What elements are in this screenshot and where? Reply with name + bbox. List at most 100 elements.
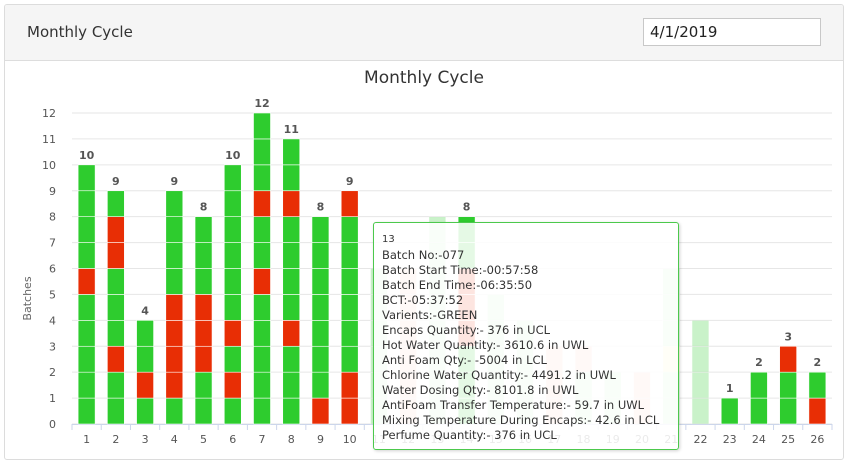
bar-segment (136, 371, 154, 399)
bar-segment (165, 190, 184, 217)
bar-segment (223, 164, 242, 192)
bar-segment (253, 294, 271, 321)
bar-segment (194, 242, 213, 269)
data-label: 9 (346, 175, 354, 188)
tooltip-line: Hot Water Quantity:- 3610.6 in UWL (382, 338, 589, 352)
bar-segment (107, 294, 125, 321)
bar-segment (107, 190, 125, 217)
bar-segment (165, 216, 184, 243)
bar-segment (223, 242, 242, 269)
data-label: 12 (254, 97, 269, 110)
data-label: 3 (784, 330, 792, 343)
bar-segment (282, 268, 301, 295)
bar-segment (282, 371, 301, 399)
y-tick-label: 8 (49, 211, 56, 224)
tooltip-line: Anti Foam Qty:- -5004 in LCL (382, 353, 547, 367)
tooltip-line: Batch No:-077 (382, 248, 465, 262)
x-tick-label: 4 (171, 433, 178, 446)
tooltip-line: BCT:-05:37:52 (382, 293, 464, 307)
bar-segment (194, 268, 213, 295)
bar-segment (311, 397, 330, 425)
tooltip-header: 13 (382, 234, 395, 245)
bar-segment (253, 112, 271, 140)
bar-segment (691, 345, 710, 373)
bar-segment (311, 345, 330, 373)
bar-segment (77, 164, 96, 192)
x-tick-label: 26 (810, 433, 824, 446)
data-label: 11 (284, 123, 299, 136)
bar-segment (165, 320, 184, 347)
y-tick-label: 1 (49, 392, 56, 405)
x-tick-label: 23 (723, 433, 737, 446)
bar-segment (253, 216, 271, 243)
tooltip-line: Encaps Quantity:- 376 in UCL (382, 323, 551, 337)
bar-segment (136, 345, 154, 373)
bar-segment (340, 242, 359, 269)
y-tick-label: 9 (49, 185, 56, 198)
data-label: 1 (726, 382, 734, 395)
bar-segment (253, 138, 271, 166)
y-tick-label: 11 (42, 133, 56, 146)
bar-segment (253, 371, 271, 399)
bar-segment (77, 242, 96, 269)
bar-segment (223, 320, 242, 347)
bar-segment (311, 294, 330, 321)
bar-segment (282, 190, 301, 217)
bar-segment (77, 345, 96, 373)
bar-segment (311, 216, 330, 243)
y-axis-label: Batches (21, 276, 34, 320)
x-tick-label: 5 (200, 433, 207, 446)
bar-segment (691, 397, 710, 425)
bar-segment (107, 216, 125, 243)
bar-segment (165, 294, 184, 321)
bar-segment (340, 190, 359, 217)
date-input[interactable] (643, 18, 821, 46)
bar-segment (194, 397, 213, 425)
x-tick-label: 25 (781, 433, 795, 446)
x-tick-label: 10 (343, 433, 357, 446)
tooltip-line: Mixing Temperature During Encaps:- 42.6 … (382, 413, 660, 427)
bar-segment (165, 345, 184, 373)
bar-segment (311, 242, 330, 269)
data-label: 2 (755, 356, 763, 369)
bar-segment (253, 268, 271, 295)
bar-segment (223, 345, 242, 373)
bar-segment (77, 294, 96, 321)
data-label: 8 (463, 201, 471, 214)
data-label: 2 (814, 356, 822, 369)
bar-segment (808, 371, 827, 399)
x-tick-label: 22 (693, 433, 707, 446)
x-tick-label: 24 (752, 433, 766, 446)
bar-segment (253, 242, 271, 269)
bar-segment (107, 320, 125, 347)
bar-segment (194, 216, 213, 243)
panel-title: Monthly Cycle (27, 23, 133, 41)
bar-segment (340, 345, 359, 373)
data-label: 8 (317, 201, 325, 214)
bar-segment (77, 371, 96, 399)
tooltip-line: Varients:-GREEN (382, 308, 478, 322)
bar-segment (194, 371, 213, 399)
tooltip-line: Batch Start Time:-00:57:58 (382, 263, 539, 277)
bar-segment (282, 320, 301, 347)
data-label: 9 (170, 175, 178, 188)
x-tick-label: 1 (83, 433, 90, 446)
bar-segment (691, 371, 710, 399)
bar-segment (77, 216, 96, 243)
bar-segment (340, 371, 359, 399)
bar-segment (165, 268, 184, 295)
chart-title: Monthly Cycle (364, 68, 484, 88)
bar-segment (311, 320, 330, 347)
bar-segment (107, 397, 125, 425)
y-tick-label: 7 (49, 237, 56, 250)
bar-segment (136, 320, 154, 347)
bar-segment (223, 268, 242, 295)
bar-segment (194, 345, 213, 373)
tooltip-line: Chlorine Water Quantity:- 4491.2 in UWL (382, 368, 616, 382)
bar-segment (340, 320, 359, 347)
bar-segment (77, 320, 96, 347)
bar-segment (750, 371, 768, 399)
bar-segment (340, 294, 359, 321)
bar-segment (107, 242, 125, 269)
bar-segment (282, 242, 301, 269)
